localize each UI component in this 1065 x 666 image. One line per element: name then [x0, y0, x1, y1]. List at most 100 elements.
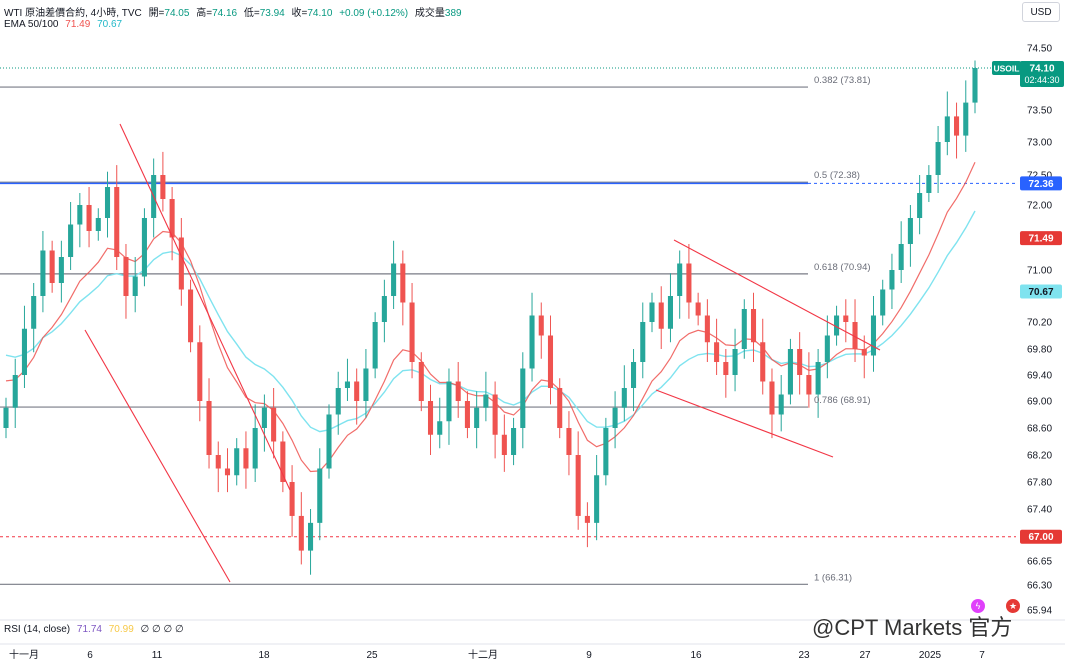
candle-body [280, 441, 286, 482]
candle-body [870, 315, 877, 356]
candle-body [77, 205, 83, 225]
close-value: 74.10 [307, 8, 333, 19]
candle-body [972, 68, 978, 103]
ema50-value: 71.49 [65, 19, 91, 30]
currency-button[interactable]: USD [1022, 2, 1060, 22]
candle-body [566, 428, 572, 455]
countdown-tag: 02:44:30 [1024, 75, 1059, 85]
candle-body [308, 522, 314, 551]
candle-body [667, 296, 673, 329]
change-value: +0.09 (+0.12%) [339, 8, 409, 19]
candle-body [861, 349, 867, 356]
fib-level-label: 0.382 (73.81) [814, 75, 871, 86]
candle-body [547, 335, 554, 388]
candle-body [787, 349, 793, 395]
candle-body [123, 257, 129, 296]
candle-body [234, 448, 240, 476]
candle-body [21, 328, 27, 375]
candle-body [326, 414, 332, 469]
x-tick-label: 27 [859, 650, 871, 661]
candle-body [917, 193, 923, 218]
candle-body [926, 175, 932, 193]
candle-body [898, 244, 904, 270]
fib-level-label: 0.5 (72.38) [814, 170, 860, 181]
symbol-tag-bg [992, 61, 1021, 75]
x-tick-label: 9 [586, 650, 592, 661]
y-tick-label: 71.00 [1027, 266, 1052, 277]
candle-body [114, 187, 120, 257]
candle-body [954, 116, 960, 136]
candle-body [271, 407, 277, 442]
candle-body [418, 362, 424, 401]
candle-body [206, 401, 212, 455]
candle-body [889, 270, 895, 290]
candle-body [944, 116, 950, 142]
candle-body [603, 428, 609, 476]
last-price-tag: 74.10 [1029, 64, 1054, 75]
candle-body [391, 263, 397, 296]
candle-body [732, 349, 738, 375]
trendline [673, 239, 881, 351]
x-tick-label: 16 [690, 650, 702, 661]
candle-body [354, 381, 360, 401]
candle-body [575, 455, 581, 516]
open-value: 74.05 [164, 8, 190, 19]
candle-body [95, 218, 101, 231]
candle-body [104, 187, 111, 218]
candle-body [963, 102, 969, 136]
chart-header: WTI 原油差價合約, 4小時, TVC 開=74.05 高=74.16 低=7… [4, 4, 466, 19]
candle-body [584, 515, 590, 523]
y-tick-label: 70.20 [1027, 318, 1052, 329]
rsi-value-1: 71.74 [76, 624, 102, 635]
y-tick-label: 69.80 [1027, 345, 1052, 356]
y-tick-label: 67.80 [1027, 478, 1052, 489]
volume-value: 389 [444, 8, 462, 19]
candle-body [658, 302, 664, 329]
candle-body [455, 381, 461, 401]
fib-level-label: 0.786 (68.91) [814, 395, 871, 406]
low-value: 73.94 [259, 8, 285, 19]
candle-body [381, 296, 387, 322]
candle-body [49, 250, 55, 283]
candle-body [31, 296, 37, 329]
candle-body [631, 362, 637, 388]
ema100-value: 70.67 [97, 19, 123, 30]
y-tick-label: 73.00 [1027, 138, 1052, 149]
trendline [84, 329, 231, 583]
rsi-placeholders: ∅ ∅ ∅ ∅ [140, 624, 184, 635]
candle-body [427, 401, 434, 435]
close-label: 收= [291, 8, 308, 19]
volume-label: 成交量 [414, 8, 445, 19]
candle-body [750, 309, 757, 343]
candle-body [188, 289, 194, 343]
candle-body [797, 349, 803, 375]
y-tick-label: 66.30 [1027, 581, 1052, 592]
candle-body [141, 218, 147, 277]
candle-body [252, 428, 258, 469]
flash-icon[interactable]: ϟ [971, 599, 985, 613]
candle-body [686, 263, 692, 303]
trendline [119, 123, 291, 491]
candle-body [197, 342, 203, 401]
x-tick-label: 十一月 [9, 648, 39, 661]
candle-body [511, 428, 517, 455]
open-label: 開= [148, 8, 165, 19]
symbol-description[interactable]: WTI 原油差價合約, 4小時, TVC [4, 8, 142, 19]
ema100-tag: 70.67 [1028, 287, 1053, 298]
rsi-label[interactable]: RSI (14, close) [4, 624, 71, 635]
y-tick-label: 65.94 [1027, 606, 1052, 617]
candle-body [594, 475, 600, 523]
candle-body [695, 302, 701, 316]
us-flag-icon[interactable]: ★ [1006, 599, 1020, 613]
x-tick-label: 十二月 [468, 648, 498, 661]
candle-body [677, 263, 683, 296]
x-tick-label: 25 [366, 650, 378, 661]
candle-body [372, 322, 378, 369]
rsi-legend: RSI (14, close) 71.74 70.99 ∅ ∅ ∅ ∅ [4, 624, 188, 635]
x-tick-label: 23 [798, 650, 810, 661]
rsi-value-2: 70.99 [108, 624, 134, 635]
candle-body [160, 175, 166, 199]
ema-label[interactable]: EMA 50/100 [4, 19, 59, 30]
y-tick-label: 74.50 [1027, 44, 1052, 55]
